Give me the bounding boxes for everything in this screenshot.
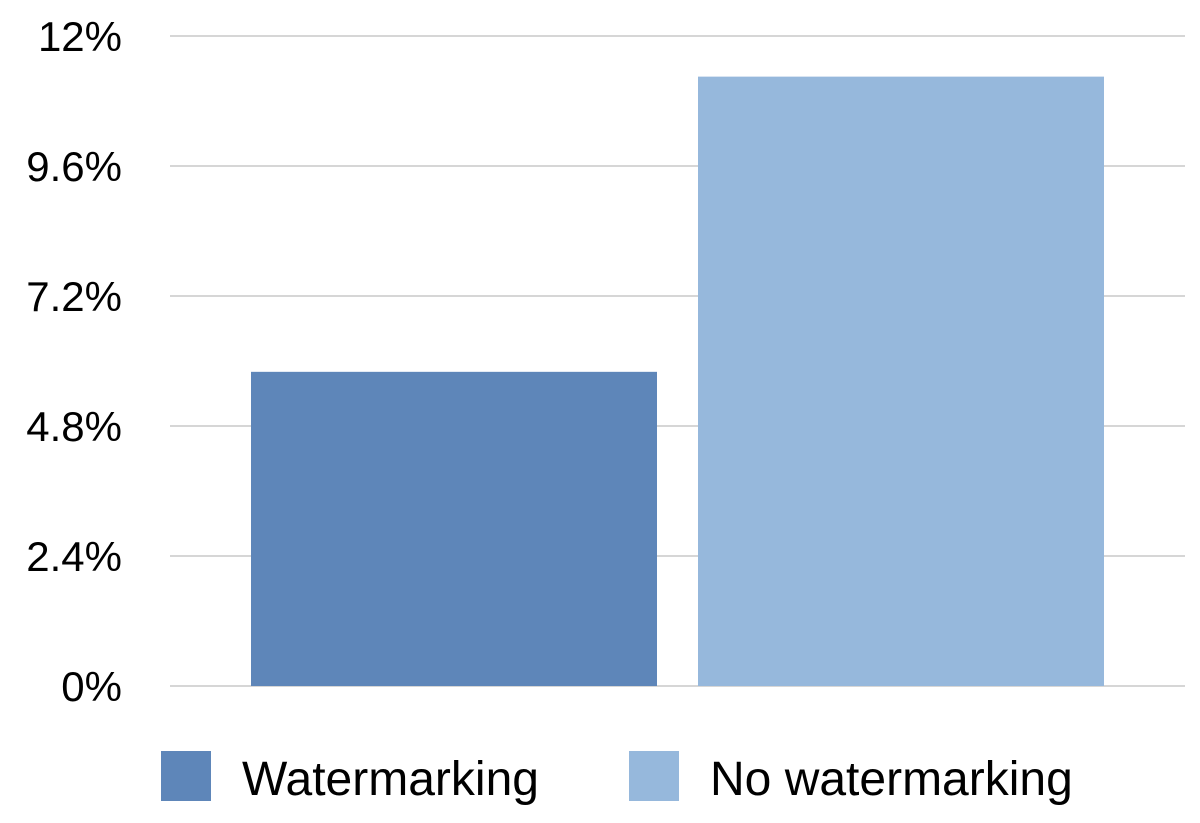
y-tick-label: 12% — [38, 13, 122, 60]
bars — [251, 76, 1104, 686]
bar-watermarking — [251, 371, 657, 686]
y-axis-tick-labels: 0% 2.4% 4.8% 7.2% 9.6% 12% — [26, 13, 122, 710]
legend-label-watermarking: Watermarking — [242, 753, 539, 806]
legend: Watermarking No watermarking — [161, 751, 1073, 806]
y-tick-label: 0% — [61, 663, 122, 710]
legend-swatch-no-watermarking — [629, 751, 679, 801]
legend-swatch-watermarking — [161, 751, 211, 801]
y-tick-label: 7.2% — [26, 273, 122, 320]
y-tick-label: 4.8% — [26, 403, 122, 450]
bar-no-watermarking — [698, 76, 1104, 686]
legend-label-no-watermarking: No watermarking — [710, 753, 1073, 806]
y-tick-label: 9.6% — [26, 143, 122, 190]
y-tick-label: 2.4% — [26, 533, 122, 580]
